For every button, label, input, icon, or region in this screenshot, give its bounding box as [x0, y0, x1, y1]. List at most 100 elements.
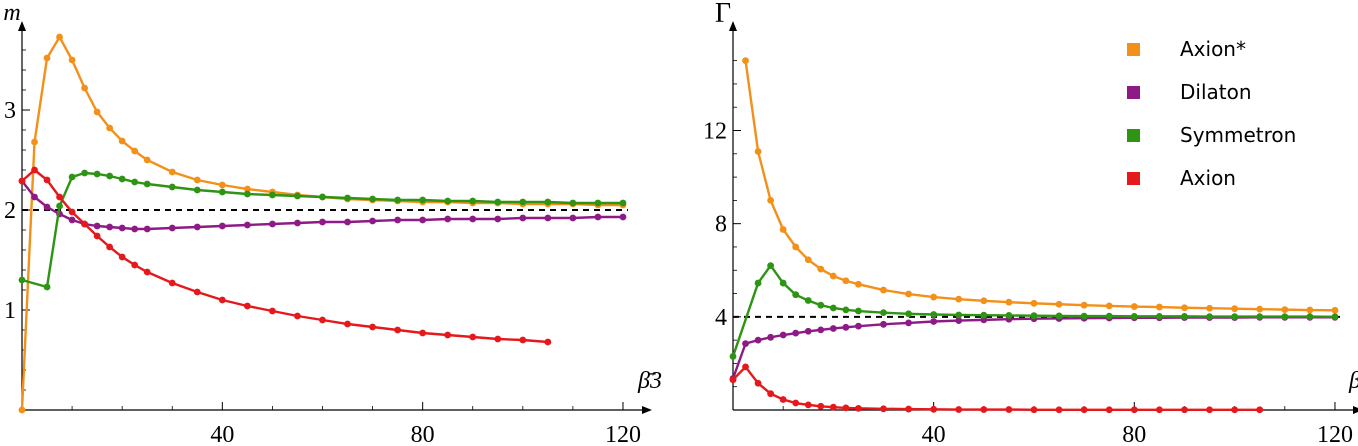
- data-point: [842, 323, 850, 331]
- data-point: [1105, 406, 1113, 414]
- y-axis-label: Γ: [715, 0, 731, 29]
- data-point: [1055, 406, 1063, 414]
- data-point: [619, 199, 627, 207]
- series-dilaton: [729, 313, 1339, 382]
- data-point: [319, 316, 326, 324]
- data-point: [56, 193, 63, 201]
- data-point: [168, 183, 176, 191]
- data-point: [767, 196, 775, 204]
- data-point: [1231, 305, 1239, 313]
- data-point: [81, 220, 89, 228]
- x-tick-label: 120: [1317, 422, 1353, 446]
- data-point: [419, 329, 427, 337]
- data-point: [131, 178, 139, 186]
- data-point: [106, 172, 114, 180]
- data-point: [1206, 313, 1213, 321]
- x-tick-label: 40: [922, 422, 946, 446]
- legend-swatch: [1127, 129, 1140, 142]
- data-point: [1030, 312, 1038, 320]
- data-point: [742, 363, 749, 371]
- data-point: [193, 288, 201, 296]
- y-tick-label: 4: [715, 305, 727, 331]
- data-point: [218, 181, 226, 189]
- data-point: [1231, 313, 1239, 321]
- data-point: [269, 307, 276, 315]
- y-tick-label: 8: [715, 212, 727, 238]
- legend-label: Dilaton: [1180, 80, 1252, 104]
- series-axion: [18, 166, 552, 346]
- data-point: [218, 188, 226, 196]
- data-point: [955, 295, 963, 303]
- data-point: [1105, 312, 1113, 320]
- data-point: [319, 193, 326, 201]
- data-point: [905, 319, 912, 327]
- data-point: [829, 304, 837, 312]
- data-point: [519, 198, 527, 206]
- data-point: [243, 185, 251, 193]
- data-point: [269, 220, 276, 228]
- data-point: [855, 404, 862, 412]
- data-point: [118, 137, 126, 145]
- data-point: [1281, 313, 1289, 321]
- data-point: [779, 331, 787, 339]
- x-tick-label: 40: [210, 422, 234, 446]
- data-point: [1256, 406, 1264, 414]
- data-point: [1281, 306, 1289, 314]
- data-point: [1256, 313, 1264, 321]
- data-point: [754, 379, 762, 387]
- data-point: [842, 277, 850, 285]
- data-point: [269, 191, 276, 199]
- data-point: [980, 311, 988, 319]
- data-point: [469, 215, 477, 223]
- series-symmetron: [729, 262, 1339, 360]
- y-axis-label: m: [3, 0, 20, 26]
- legend-swatch: [1127, 172, 1140, 185]
- data-point: [193, 186, 201, 194]
- data-point: [93, 232, 101, 240]
- data-point: [294, 312, 301, 320]
- data-point: [1080, 312, 1088, 320]
- data-point: [168, 224, 176, 232]
- data-point: [880, 320, 887, 328]
- legend-label: Symmetron: [1180, 123, 1296, 147]
- data-point: [519, 214, 527, 222]
- data-point: [106, 124, 114, 132]
- data-point: [1130, 406, 1138, 414]
- left-chart: 40 80 120 1 2 3 m β̄3: [3, 0, 662, 446]
- data-point: [344, 218, 351, 226]
- data-point: [369, 195, 376, 203]
- data-point: [93, 108, 101, 116]
- data-point: [294, 192, 301, 200]
- data-point: [754, 336, 762, 344]
- data-point: [218, 296, 226, 304]
- data-point: [817, 265, 825, 273]
- data-point: [817, 402, 825, 410]
- data-point: [804, 327, 812, 335]
- data-point: [519, 336, 527, 344]
- data-point: [754, 279, 762, 287]
- data-point: [419, 216, 427, 224]
- data-point: [81, 84, 89, 92]
- data-point: [1130, 312, 1138, 320]
- data-point: [1206, 406, 1213, 414]
- data-point: [1005, 298, 1013, 306]
- data-point: [804, 401, 812, 409]
- data-point: [980, 316, 988, 324]
- x-tick-label: 80: [411, 422, 435, 446]
- data-point: [344, 320, 351, 328]
- data-point: [1155, 406, 1163, 414]
- data-point: [1306, 313, 1314, 321]
- data-point: [544, 338, 552, 346]
- data-point: [544, 214, 552, 222]
- data-point: [792, 329, 800, 337]
- data-point: [469, 333, 477, 341]
- data-point: [143, 268, 151, 276]
- data-point: [804, 256, 812, 264]
- data-point: [193, 223, 201, 231]
- data-point: [56, 202, 63, 210]
- data-point: [829, 272, 837, 280]
- legend-label: Axion*: [1180, 37, 1246, 61]
- data-point: [1055, 312, 1063, 320]
- data-point: [779, 396, 787, 403]
- data-point: [118, 224, 126, 232]
